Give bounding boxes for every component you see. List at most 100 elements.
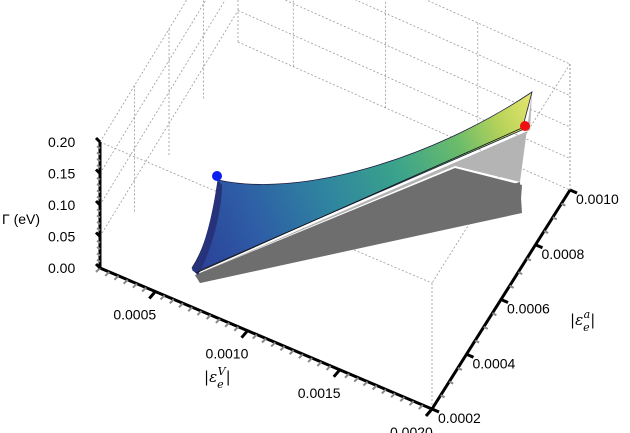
y-tick-mark-7 bbox=[491, 312, 497, 317]
y-tick-mark-0 bbox=[431, 407, 440, 414]
x-tick-mark-10 bbox=[187, 306, 193, 312]
x-axis-label: |εeV| bbox=[204, 365, 231, 391]
y-tick-mark-14 bbox=[552, 216, 558, 221]
x-axis-label-bar-left: | bbox=[204, 368, 209, 386]
z-tick-mark-1 bbox=[96, 258, 101, 263]
y-tick-mark-3 bbox=[457, 367, 463, 371]
z-tick-mark-8 bbox=[96, 214, 101, 219]
x-tick-mark-31 bbox=[381, 388, 387, 395]
x-tick-mark-6 bbox=[148, 290, 157, 300]
y-tick-mark-9 bbox=[509, 284, 515, 289]
z-tick-mark-18 bbox=[96, 151, 101, 156]
y-tick-label-2: 0.0006 bbox=[507, 301, 550, 317]
y-tick-mark-16 bbox=[569, 188, 578, 195]
z-tick-mark-20 bbox=[94, 136, 102, 144]
x-tick-mark-1 bbox=[104, 271, 110, 277]
z-tick-mark-0 bbox=[94, 262, 102, 270]
surface-diagonal-edge bbox=[195, 127, 523, 274]
z-tick-mark-13 bbox=[96, 183, 101, 187]
z-tick-mark-6 bbox=[96, 227, 101, 232]
grid-back-z-1 bbox=[284, 0, 571, 128]
z-tick-mark-2 bbox=[96, 252, 101, 257]
z-tick-mark-14 bbox=[96, 176, 101, 181]
z-tick-mark-3 bbox=[96, 246, 101, 250]
x-tick-mark-22 bbox=[298, 353, 304, 359]
z-tick-label-2: 0.10 bbox=[48, 197, 75, 213]
axes: 0.0005 0.0010 0.0015 0.0020 0.0002 0.0004 0.00… bbox=[48, 134, 619, 433]
z-tick-mark-12 bbox=[96, 189, 101, 194]
shadow-front bbox=[195, 182, 522, 283]
x-tick-mark-11 bbox=[196, 310, 203, 316]
blue-point bbox=[212, 171, 222, 181]
z-tick-mark-7 bbox=[96, 221, 101, 225]
y-tick-mark-1 bbox=[440, 394, 446, 399]
y-axis-label: |εea| bbox=[570, 308, 595, 334]
x-tick-mark-9 bbox=[178, 302, 184, 308]
x-tick-mark-33 bbox=[399, 396, 406, 402]
x-tick-mark-15 bbox=[233, 326, 240, 332]
x-tick-mark-29 bbox=[362, 380, 369, 387]
z-tick-mark-4 bbox=[96, 239, 101, 244]
x-tick-mark-28 bbox=[353, 376, 359, 383]
x-tick-mark-30 bbox=[371, 384, 378, 391]
markers bbox=[212, 121, 530, 181]
x-tick-mark-21 bbox=[288, 349, 295, 355]
z-tick-label-4: 0.20 bbox=[48, 134, 75, 150]
x-tick-mark-23 bbox=[307, 357, 313, 363]
x-tick-mark-20 bbox=[279, 345, 286, 352]
x-tick-mark-24 bbox=[316, 361, 323, 367]
z-tick-label-1: 0.05 bbox=[48, 229, 75, 245]
surface-left-edge bbox=[192, 180, 222, 275]
y-tick-mark-2 bbox=[448, 380, 454, 385]
x-tick-mark-12 bbox=[205, 314, 212, 320]
grid-back-z-0 bbox=[237, 10, 571, 159]
z-tick-mark-16 bbox=[96, 164, 101, 169]
y-tick-mark-5 bbox=[474, 339, 480, 344]
y-tick-label-1: 0.0004 bbox=[473, 355, 516, 371]
y-tick-mark-13 bbox=[543, 230, 549, 234]
x-tick-label-3: 0.0020 bbox=[390, 424, 433, 433]
z-tick-mark-15 bbox=[94, 168, 102, 175]
z-tick-mark-10 bbox=[94, 199, 102, 207]
x-tick-mark-18 bbox=[261, 337, 267, 344]
z-tick-mark-9 bbox=[96, 208, 101, 213]
grid-back-z-2 bbox=[354, 0, 571, 96]
x-tick-mark-19 bbox=[270, 341, 276, 348]
y-tick-mark-10 bbox=[517, 271, 523, 276]
x-tick-mark-5 bbox=[141, 286, 147, 293]
y-tick-mark-15 bbox=[560, 202, 566, 207]
z-tick-mark-11 bbox=[96, 195, 101, 200]
z-tick-mark-19 bbox=[96, 145, 101, 150]
x-tick-mark-2 bbox=[113, 275, 120, 281]
y-tick-label-3: 0.0008 bbox=[542, 246, 585, 262]
x-tick-mark-16 bbox=[240, 329, 249, 339]
y-tick-label-0: 0.0002 bbox=[438, 410, 481, 426]
z-tick-label-3: 0.15 bbox=[48, 166, 75, 182]
frame-top-back bbox=[425, 0, 571, 65]
grid-left-z-2 bbox=[99, 0, 207, 174]
x-tick-mark-17 bbox=[252, 333, 258, 340]
x-tick-mark-0 bbox=[95, 267, 101, 273]
x-tick-mark-3 bbox=[122, 279, 129, 285]
x-tick-mark-7 bbox=[159, 294, 166, 301]
x-tick-mark-34 bbox=[408, 400, 415, 406]
surface bbox=[191, 91, 533, 283]
z-axis-label: Γ (eV) bbox=[2, 211, 40, 227]
x-tick-label-0: 0.0005 bbox=[113, 307, 156, 323]
x-tick-mark-8 bbox=[169, 298, 175, 305]
z-tick-label-0: 0.00 bbox=[48, 260, 75, 276]
grid-left-z-1 bbox=[99, 0, 226, 206]
y-tick-mark-12 bbox=[534, 243, 544, 250]
x-tick-mark-32 bbox=[390, 392, 396, 399]
x-tick-mark-27 bbox=[344, 373, 350, 379]
z-tick-mark-17 bbox=[96, 158, 101, 162]
z-tick-mark-5 bbox=[94, 231, 102, 238]
x-tick-mark-13 bbox=[215, 318, 221, 324]
y-tick-mark-6 bbox=[483, 325, 489, 330]
y-tick-mark-11 bbox=[526, 257, 532, 262]
x-tick-mark-26 bbox=[332, 368, 341, 378]
x-tick-mark-14 bbox=[224, 322, 230, 328]
x-tick-mark-36 bbox=[424, 408, 434, 417]
x-tick-mark-25 bbox=[325, 365, 332, 371]
